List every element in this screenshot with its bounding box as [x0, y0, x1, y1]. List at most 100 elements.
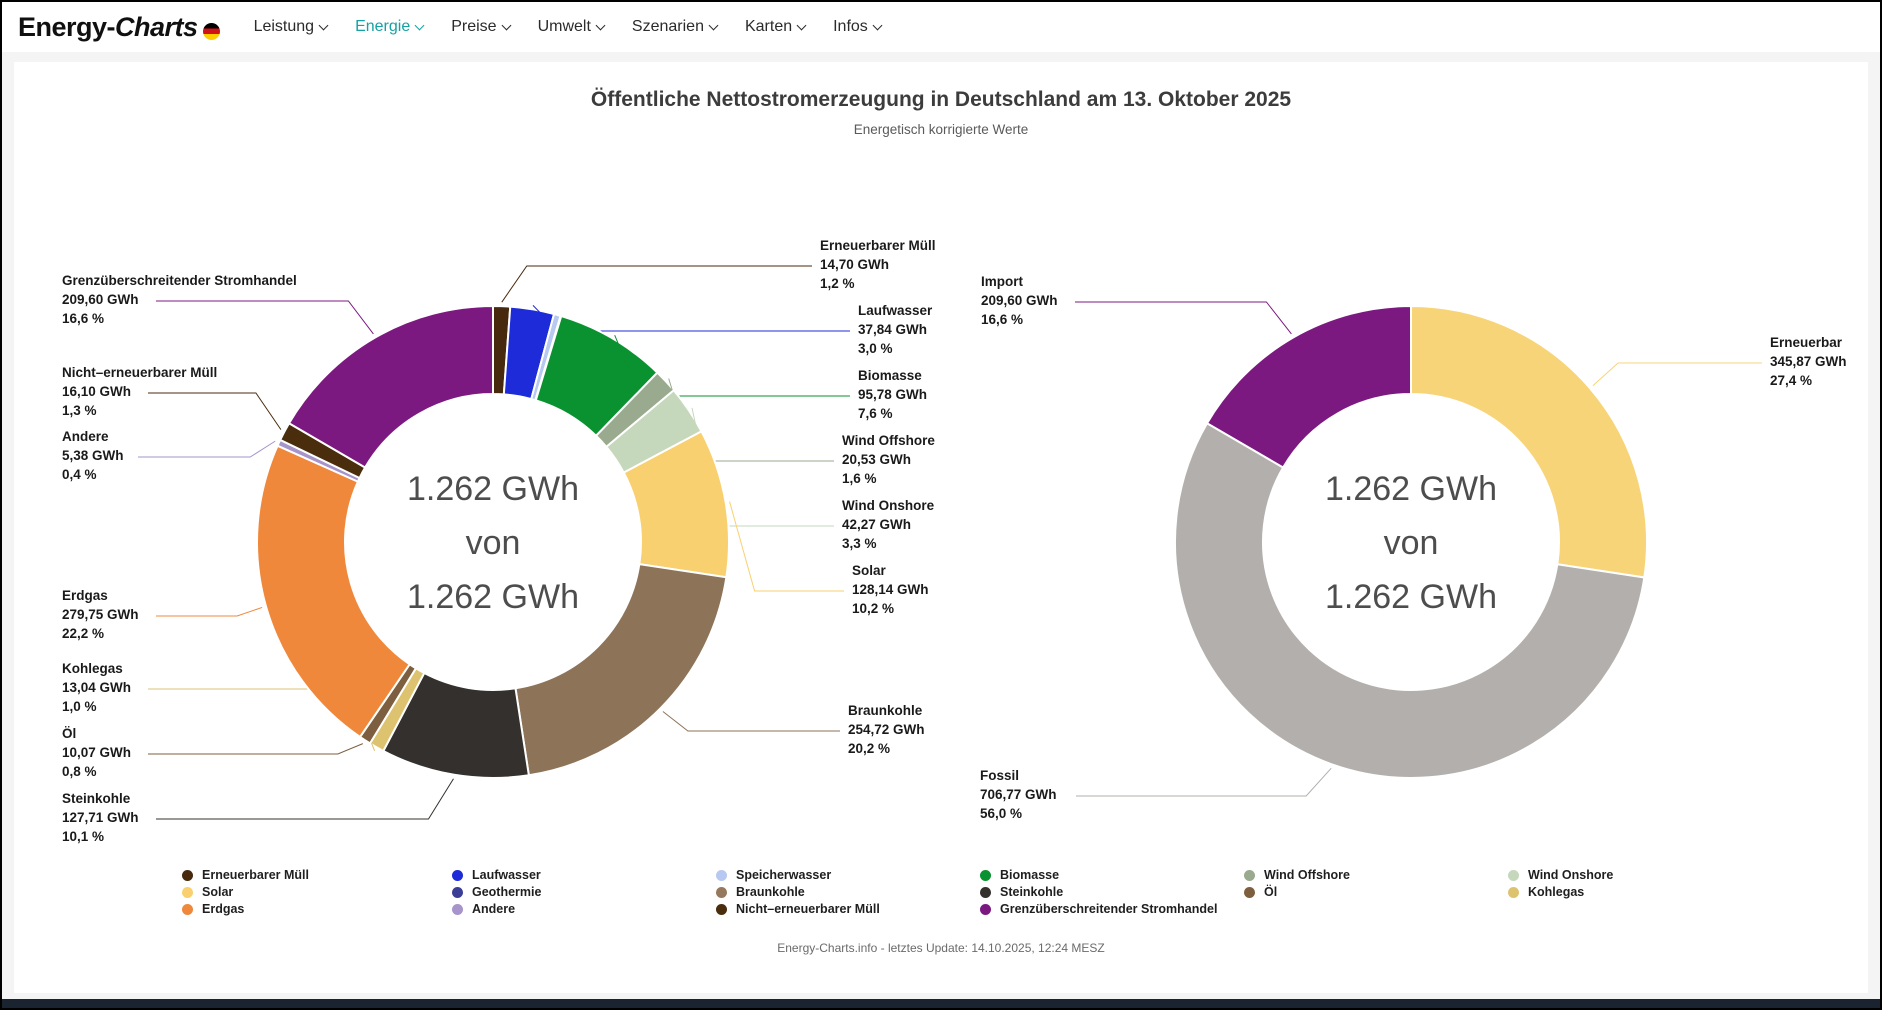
legend-item-Erneuerbarer Müll[interactable]: Erneuerbarer Müll — [182, 867, 309, 883]
legend-item-Solar[interactable]: Solar — [182, 884, 309, 900]
label-leader-line — [730, 502, 844, 591]
legend-item-Nicht–erneuerbarer Müll[interactable]: Nicht–erneuerbarer Müll — [716, 901, 880, 917]
slice-label-Grenzüberschreitender Stromhandel: Grenzüberschreitender Stromhandel209,60 … — [62, 273, 297, 326]
app-window: Energy-Charts Leistung Energie Preise Umwel… — [0, 0, 1882, 1010]
legend-item-label: Laufwasser — [472, 868, 541, 882]
donut-charts-svg: Erneuerbarer Müll14,70 GWh1,2 %Laufwasse… — [14, 141, 1872, 865]
legend-color-dot — [980, 887, 991, 898]
logo-text-bold: Energy- — [18, 12, 115, 43]
center-total-label: 1.262 GWh — [407, 578, 579, 616]
legend-color-dot — [1508, 887, 1519, 898]
energy-charts-logo[interactable]: Energy-Charts — [18, 12, 220, 43]
chevron-down-icon — [501, 20, 511, 30]
chevron-down-icon — [709, 20, 719, 30]
legend-item-Grenzüberschreitender Stromhandel[interactable]: Grenzüberschreitender Stromhandel — [980, 901, 1217, 917]
page-subtitle: Energetisch korrigierte Werte — [14, 122, 1868, 137]
legend-color-dot — [182, 870, 193, 881]
label-leader-line — [663, 712, 840, 731]
legend-item-label: Wind Onshore — [1528, 868, 1613, 882]
nav-item-label: Szenarien — [632, 18, 704, 36]
legend-item-label: Erdgas — [202, 902, 244, 916]
legend-column: Biomasse Steinkohle Grenzüberschreitender … — [980, 867, 1217, 918]
footer-update-note: Energy-Charts.info - letztes Update: 14.… — [14, 941, 1868, 955]
nav-item-umwelt[interactable]: Umwelt — [538, 18, 604, 36]
center-total-label: von — [466, 524, 521, 562]
legend-item-Braunkohle[interactable]: Braunkohle — [716, 884, 880, 900]
slice-label-Steinkohle: Steinkohle127,71 GWh10,1 % — [62, 791, 139, 844]
nav-item-karten[interactable]: Karten — [745, 18, 805, 36]
german-flag-icon — [203, 23, 220, 40]
legend-column: Wind Offshore Öl — [1244, 867, 1350, 901]
slice-label-Laufwasser: Laufwasser37,84 GWh3,0 % — [858, 303, 933, 356]
legend-item-label: Biomasse — [1000, 868, 1059, 882]
legend-item-label: Solar — [202, 885, 233, 899]
slice-label-Braunkohle: Braunkohle254,72 GWh20,2 % — [848, 703, 925, 756]
nav-item-preise[interactable]: Preise — [451, 18, 509, 36]
label-leader-line — [138, 441, 275, 457]
legend-color-dot — [182, 904, 193, 915]
legend-item-Steinkohle[interactable]: Steinkohle — [980, 884, 1217, 900]
legend-item-Wind Onshore[interactable]: Wind Onshore — [1508, 867, 1613, 883]
chevron-down-icon — [797, 20, 807, 30]
label-leader-line — [1076, 768, 1331, 796]
legend-color-dot — [716, 904, 727, 915]
legend-item-label: Andere — [472, 902, 515, 916]
legend-item-label: Geothermie — [472, 885, 541, 899]
slice-label-Biomasse: Biomasse95,78 GWh7,6 % — [858, 368, 927, 421]
legend-color-dot — [452, 904, 463, 915]
nav-item-energie[interactable]: Energie — [355, 18, 423, 36]
legend-item-Erdgas[interactable]: Erdgas — [182, 901, 309, 917]
window-bottom-edge — [2, 999, 1880, 1008]
label-leader-line — [502, 266, 812, 302]
slice-label-Wind Offshore: Wind Offshore20,53 GWh1,6 % — [842, 433, 935, 486]
pie-segment-Erneuerbar[interactable] — [1411, 306, 1647, 577]
nav-item-label: Umwelt — [538, 18, 591, 36]
legend-item-label: Erneuerbarer Müll — [202, 868, 309, 882]
chart-card: Öffentliche Nettostromerzeugung in Deuts… — [14, 62, 1868, 993]
legend-item-Biomasse[interactable]: Biomasse — [980, 867, 1217, 883]
nav-item-label: Preise — [451, 18, 496, 36]
legend-item-Öl[interactable]: Öl — [1244, 884, 1350, 900]
nav-item-label: Infos — [833, 18, 868, 36]
nav-item-szenarien[interactable]: Szenarien — [632, 18, 717, 36]
legend-color-dot — [716, 870, 727, 881]
legend-item-Andere[interactable]: Andere — [452, 901, 541, 917]
legend-item-label: Steinkohle — [1000, 885, 1063, 899]
slice-label-Nicht–erneuerbarer Müll: Nicht–erneuerbarer Müll16,10 GWh1,3 % — [62, 365, 217, 418]
logo-text-italic: Charts — [115, 12, 198, 43]
chevron-down-icon — [595, 20, 605, 30]
legend-item-Wind Offshore[interactable]: Wind Offshore — [1244, 867, 1350, 883]
page-background: Öffentliche Nettostromerzeugung in Deuts… — [2, 52, 1880, 999]
nav-item-infos[interactable]: Infos — [833, 18, 881, 36]
donut-charts-area: Erneuerbarer Müll14,70 GWh1,2 %Laufwasse… — [14, 141, 1872, 865]
pie-segment-Erdgas[interactable] — [257, 446, 410, 737]
label-leader-line — [148, 393, 281, 430]
slice-label-Erdgas: Erdgas279,75 GWh22,2 % — [62, 588, 139, 641]
legend-item-Laufwasser[interactable]: Laufwasser — [452, 867, 541, 883]
slice-label-Kohlegas: Kohlegas13,04 GWh1,0 % — [62, 661, 131, 714]
label-leader-line — [156, 301, 373, 334]
legend-item-label: Braunkohle — [736, 885, 805, 899]
legend-color-dot — [1244, 870, 1255, 881]
legend-color-dot — [1508, 870, 1519, 881]
legend-item-label: Kohlegas — [1528, 885, 1584, 899]
label-leader-line — [156, 779, 453, 819]
center-total-label: 1.262 GWh — [1325, 470, 1497, 508]
slice-label-Andere: Andere5,38 GWh0,4 % — [62, 429, 124, 482]
top-navigation-bar: Energy-Charts Leistung Energie Preise Umwel… — [2, 2, 1880, 52]
legend-item-label: Wind Offshore — [1264, 868, 1350, 882]
legend-item-Geothermie[interactable]: Geothermie — [452, 884, 541, 900]
legend-item-Speicherwasser[interactable]: Speicherwasser — [716, 867, 880, 883]
slice-label-Import: Import209,60 GWh16,6 % — [981, 274, 1058, 327]
legend-item-label: Öl — [1264, 885, 1277, 899]
center-total-label: 1.262 GWh — [407, 470, 579, 508]
legend-color-dot — [182, 887, 193, 898]
label-leader-line — [148, 744, 363, 754]
legend-item-label: Nicht–erneuerbarer Müll — [736, 902, 880, 916]
legend-color-dot — [980, 904, 991, 915]
nav-item-leistung[interactable]: Leistung — [254, 18, 328, 36]
legend-item-Kohlegas[interactable]: Kohlegas — [1508, 884, 1613, 900]
label-leader-line — [1075, 302, 1291, 334]
center-total-label: von — [1384, 524, 1439, 562]
main-nav: Leistung Energie Preise Umwelt Szenarien Kart… — [254, 18, 881, 36]
